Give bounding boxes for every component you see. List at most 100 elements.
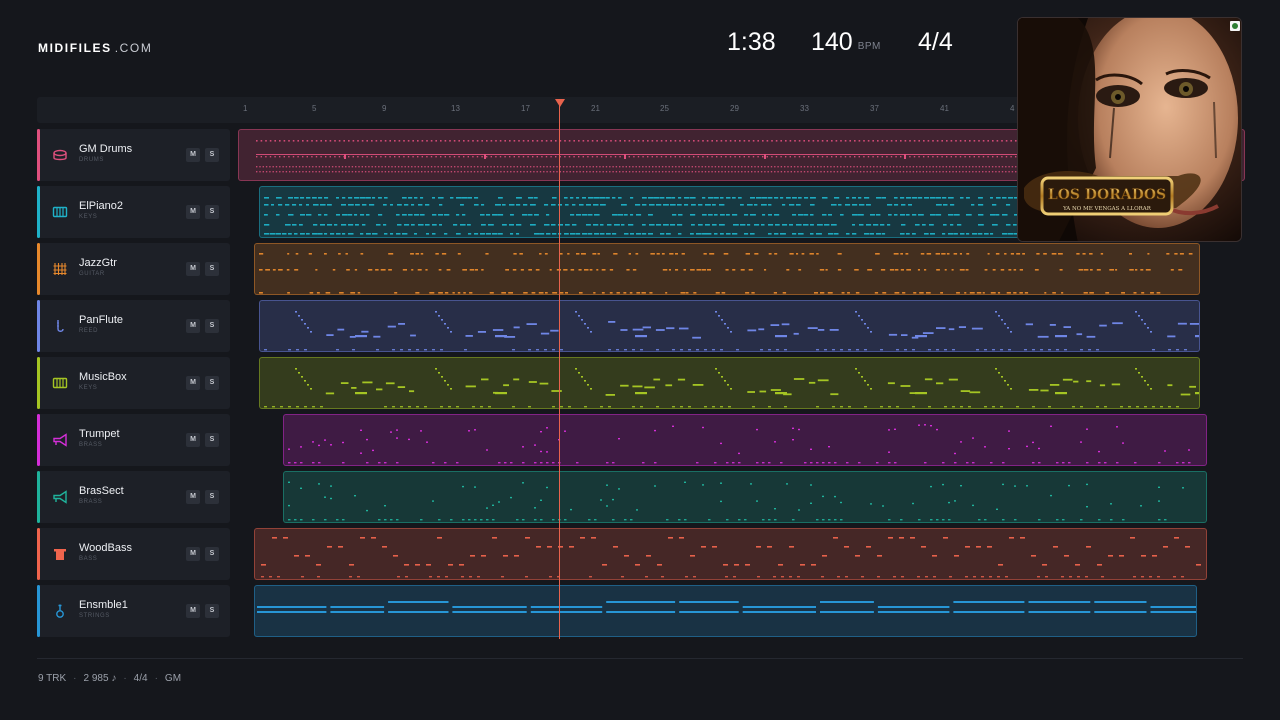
track-header-jazzgtr[interactable]: JazzGtr GUITAR M S	[37, 243, 230, 295]
playhead-handle[interactable]	[555, 99, 565, 107]
note-pattern	[264, 368, 1199, 408]
time-signature: 4/4	[918, 28, 953, 56]
track-header-trumpet[interactable]: Trumpet BRASS M S	[37, 414, 230, 466]
mute-button[interactable]: M	[186, 490, 200, 504]
drum-icon	[53, 149, 67, 161]
mute-button[interactable]: M	[186, 205, 200, 219]
track-category: REED	[79, 328, 99, 334]
ruler-bar-number: 29	[730, 104, 739, 113]
track-header-brassect[interactable]: BrasSect BRASS M S	[37, 471, 230, 523]
track-lane-musicbox[interactable]	[259, 357, 1200, 409]
trumpet-icon	[53, 490, 67, 504]
track-header-panflute[interactable]: PanFlute REED M S	[37, 300, 230, 352]
tempo-unit: BPM	[857, 41, 881, 52]
footer-signature: 4/4	[133, 673, 148, 684]
guitar-icon	[53, 263, 67, 275]
track-color-stripe	[37, 186, 40, 238]
track-count: 9 TRK	[38, 673, 67, 684]
track-name: ElPiano2	[79, 200, 124, 212]
ruler-bar-number: 1	[243, 104, 248, 113]
track-category: BRASS	[79, 499, 103, 505]
solo-button[interactable]: S	[205, 319, 219, 333]
track-name: PanFlute	[79, 314, 124, 326]
solo-button[interactable]: S	[205, 490, 219, 504]
mute-button[interactable]: M	[186, 547, 200, 561]
track-color-stripe	[37, 357, 40, 409]
footer-divider	[37, 658, 1243, 659]
track-category: GUITAR	[79, 271, 105, 277]
track-name: WoodBass	[79, 542, 132, 554]
mute-button[interactable]: M	[186, 319, 200, 333]
solo-button[interactable]: S	[205, 205, 219, 219]
track-header-ensmble1[interactable]: Ensmble1 STRINGS M S	[37, 585, 230, 637]
solo-button[interactable]: S	[205, 148, 219, 162]
track-header-elpiano2[interactable]: ElPiano2 KEYS M S	[37, 186, 230, 238]
tempo-value: 140	[811, 28, 853, 56]
trumpet-icon	[53, 433, 67, 447]
track-name: Trumpet	[79, 428, 120, 440]
track-category: KEYS	[79, 385, 98, 391]
midi-standard: GM	[164, 673, 182, 684]
note-pattern	[259, 253, 1193, 294]
track-category: BRASS	[79, 442, 103, 448]
track-name: JazzGtr	[79, 257, 117, 269]
track-color-stripe	[37, 129, 40, 181]
separator: ·	[73, 673, 77, 684]
track-category: BASS	[79, 556, 98, 562]
track-header-musicbox[interactable]: MusicBox KEYS M S	[37, 357, 230, 409]
track-lane-ensmble1[interactable]	[254, 585, 1197, 637]
ruler-bar-number: 41	[940, 104, 949, 113]
ruler-bar-number: 13	[451, 104, 460, 113]
strings-icon	[56, 604, 64, 618]
track-lane-trumpet[interactable]	[283, 414, 1207, 466]
solo-button[interactable]: S	[205, 376, 219, 390]
track-category: STRINGS	[79, 613, 110, 619]
note-pattern	[264, 311, 1199, 351]
ruler-bar-number: 17	[521, 104, 530, 113]
track-color-stripe	[37, 414, 40, 466]
track-category: KEYS	[79, 214, 98, 220]
mute-button[interactable]: M	[186, 604, 200, 618]
transport-display: 1:38 140 BPM 4/4	[0, 28, 1000, 58]
brand-name: MIDIFILES	[38, 41, 112, 55]
album-subtitle: YA NO ME VENGAS A LLORAR	[1062, 206, 1152, 212]
timeline-ruler[interactable]: 1 5 9 13 17 21 25 29 33 37 41 4	[37, 97, 1037, 123]
brand-logo: MIDIFILES .COM	[38, 41, 152, 55]
mute-button[interactable]: M	[186, 262, 200, 276]
track-header-woodbass[interactable]: WoodBass BASS M S	[37, 528, 230, 580]
ruler-bar-number: 33	[800, 104, 809, 113]
note-count: 2 985 ♪	[83, 673, 117, 684]
playback-time: 1:38	[727, 28, 776, 56]
tempo-display: 140 BPM	[811, 28, 881, 57]
piano-icon	[52, 206, 68, 218]
track-header-gm-drums[interactable]: GM Drums DRUMS M S	[37, 129, 230, 181]
mute-button[interactable]: M	[186, 433, 200, 447]
track-color-stripe	[37, 528, 40, 580]
track-category: DRUMS	[79, 157, 104, 163]
note-pattern	[288, 481, 1184, 521]
ruler-bar-number: 4	[1010, 104, 1015, 113]
note-pattern	[288, 424, 1191, 464]
track-lane-brassect[interactable]	[283, 471, 1207, 523]
track-lane-panflute[interactable]	[259, 300, 1200, 352]
note-pattern	[261, 537, 1201, 578]
track-lane-woodbass[interactable]	[254, 528, 1207, 580]
solo-button[interactable]: S	[205, 547, 219, 561]
track-color-stripe	[37, 243, 40, 295]
mute-button[interactable]: M	[186, 148, 200, 162]
ruler-bar-number: 37	[870, 104, 879, 113]
playhead[interactable]	[559, 104, 560, 639]
album-cover: LOS DORADOS YA NO ME VENGAS A LLORAR	[1017, 17, 1242, 242]
solo-button[interactable]: S	[205, 604, 219, 618]
separator: ·	[123, 673, 127, 684]
track-color-stripe	[37, 585, 40, 637]
solo-button[interactable]: S	[205, 262, 219, 276]
track-name: BrasSect	[79, 485, 124, 497]
solo-button[interactable]: S	[205, 433, 219, 447]
track-lane-jazzgtr[interactable]	[254, 243, 1200, 295]
mute-button[interactable]: M	[186, 376, 200, 390]
bass-icon	[54, 549, 66, 560]
ruler-bar-number: 9	[382, 104, 387, 113]
track-color-stripe	[37, 300, 40, 352]
piano-icon	[52, 377, 68, 389]
